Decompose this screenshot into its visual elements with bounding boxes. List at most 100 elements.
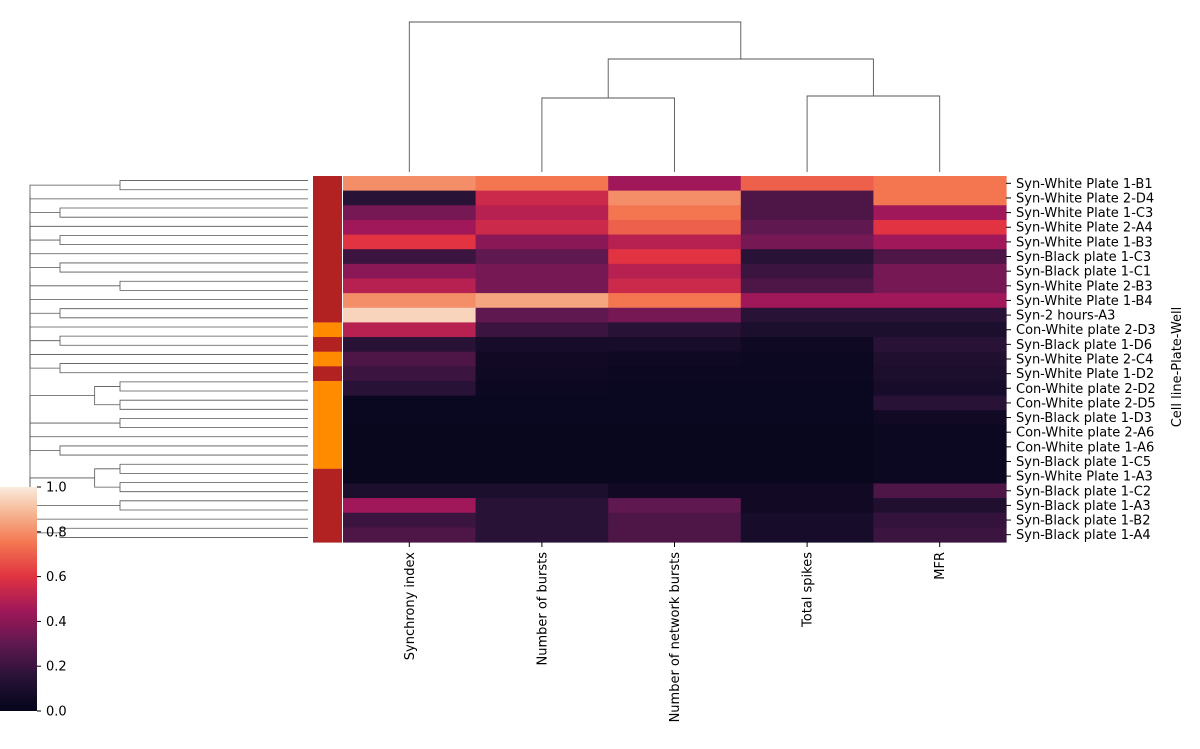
row-label: Syn-Black plate 1-D6: [1016, 338, 1152, 353]
dendrogram-link: [29, 395, 95, 434]
row-color-cell: [313, 263, 342, 280]
column-dendrogram: [408, 21, 941, 172]
heatmap-cell: [740, 219, 874, 236]
row-color-cell: [313, 176, 342, 192]
row-label: Syn-Black plate 1-C1: [1016, 265, 1151, 280]
heatmap-cell: [343, 322, 477, 338]
heatmap-cell: [740, 249, 874, 265]
dendrogram-link: [59, 262, 308, 273]
heatmap-cell: [475, 366, 609, 382]
heatmap-cell: [873, 337, 1007, 353]
heatmap-cell: [608, 278, 742, 294]
dendrogram-link: [119, 381, 308, 392]
y-axis-label: Cell line-Plate-Well: [1170, 307, 1185, 428]
heatmap-cell: [608, 205, 742, 221]
heatmap-cell: [608, 512, 742, 528]
dendrogram-link: [29, 198, 308, 213]
heatmap-cell: [608, 395, 742, 411]
heatmap-cell: [343, 205, 477, 221]
row-color-cell: [313, 366, 342, 382]
row-label: Syn-White Plate 2-D4: [1016, 191, 1154, 206]
heatmap-cell: [873, 322, 1007, 338]
heatmap-cell: [873, 249, 1007, 265]
heatmap-cell: [740, 424, 874, 441]
heatmap-cell: [873, 483, 1007, 499]
heatmap-cell: [343, 278, 477, 294]
dendrogram-link: [119, 399, 308, 410]
row-dendrogram: [29, 180, 308, 538]
row-label: Syn-White Plate 1-C3: [1016, 206, 1153, 221]
heatmap-cell: [873, 293, 1007, 309]
heatmap-cell: [873, 366, 1007, 382]
row-color-cell: [313, 468, 342, 485]
heatmap-cell: [873, 307, 1007, 323]
heatmap-cell: [475, 307, 609, 323]
row-label: Syn-Black plate 1-C5: [1016, 455, 1151, 470]
heatmap-cell: [475, 439, 609, 455]
heatmap-cell: [873, 468, 1007, 485]
colorbar: 0.0 0.2 0.4 0.6 0.8 1.0: [0, 481, 67, 720]
dendrogram-link: [29, 518, 308, 534]
heatmap-cell: [740, 410, 874, 426]
heatmap-cell: [873, 278, 1007, 294]
dendrogram-link: [29, 326, 308, 342]
heatmap-cell: [608, 424, 742, 441]
heatmap-cell: [740, 205, 874, 221]
row-label: Syn-Black plate 1-A4: [1016, 528, 1151, 543]
heatmap-cell: [343, 527, 477, 543]
heatmap-cell: [475, 468, 609, 485]
heatmap-cell: [608, 380, 742, 397]
row-label: Syn-Black plate 1-B2: [1016, 514, 1150, 529]
heatmap-cell: [475, 219, 609, 236]
heatmap-cell: [343, 483, 477, 499]
heatmap-cell: [608, 527, 742, 543]
row-label: Syn-Black plate 1-D3: [1016, 411, 1152, 426]
dendrogram-link: [59, 335, 308, 346]
heatmap-cell: [740, 234, 874, 250]
heatmap-cell: [608, 351, 742, 367]
dendrogram-link: [119, 280, 308, 291]
dendrogram-link: [59, 363, 308, 374]
heatmap-cell: [343, 468, 477, 485]
dendrogram-link: [29, 225, 308, 241]
heatmap-cell: [873, 190, 1007, 206]
dendrogram-link: [119, 500, 308, 511]
heatmap-cell: [873, 380, 1007, 397]
dendrogram-link: [94, 386, 120, 406]
heatmap-cell: [873, 512, 1007, 528]
row-color-cell: [313, 351, 342, 367]
row-color-cell: [313, 424, 342, 441]
heatmap-cell: [740, 263, 874, 280]
heatmap-cell: [873, 454, 1007, 470]
row-label: Syn-White Plate 1-B1: [1016, 177, 1153, 192]
heatmap-cell: [343, 454, 477, 470]
heatmap-cell: [608, 219, 742, 236]
heatmap-cell: [608, 263, 742, 280]
heatmap-cell: [873, 410, 1007, 426]
heatmap-cell: [740, 527, 874, 543]
heatmap-cell: [475, 205, 609, 221]
row-color-cell: [313, 278, 342, 294]
heatmap-cell: [608, 249, 742, 265]
row-label: Syn-White Plate 1-B4: [1016, 294, 1153, 309]
column-label: Number of bursts: [535, 552, 550, 666]
row-color-cell: [313, 219, 342, 236]
row-color-cell: [313, 307, 342, 323]
heatmap-cell: [475, 424, 609, 441]
row-label: Syn-2 hours-A3: [1016, 309, 1115, 324]
row-color-cell: [313, 410, 342, 426]
dendrogram-link: [59, 445, 308, 456]
dendrogram-link: [119, 463, 308, 474]
heatmap-cell: [740, 293, 874, 309]
row-color-cell: [313, 380, 342, 397]
heatmap-cell: [740, 278, 874, 294]
row-label: Con-White plate 2-D5: [1016, 396, 1156, 411]
heatmap-cell: [873, 205, 1007, 221]
column-label: Total spikes: [801, 552, 816, 628]
heatmap-cell: [475, 234, 609, 250]
dendrogram-link: [29, 285, 120, 307]
dendrogram-link: [119, 418, 308, 429]
heatmap-cell: [475, 395, 609, 411]
row-label: Syn-White Plate 1-D2: [1016, 367, 1154, 382]
dendrogram-link: [59, 235, 308, 246]
